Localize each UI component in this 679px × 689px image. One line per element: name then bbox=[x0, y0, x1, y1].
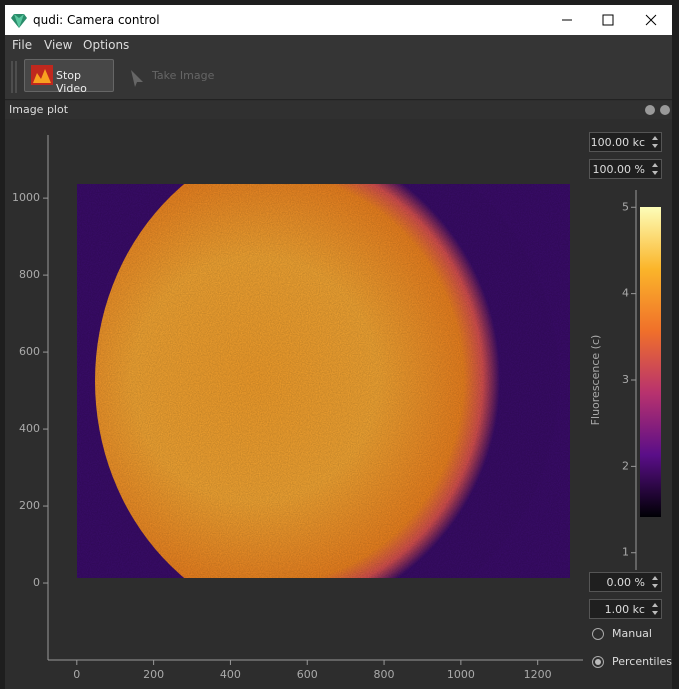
colorbar-tick-label: 2 bbox=[622, 459, 629, 472]
dock-label: Image plot bbox=[9, 103, 69, 116]
float-button[interactable] bbox=[645, 105, 655, 115]
y-tick-label: 400 bbox=[19, 422, 40, 435]
radio-dot bbox=[592, 628, 604, 640]
spinbox-value: 100.00 kc bbox=[590, 136, 645, 149]
spinbox-value: 1.00 kc bbox=[604, 603, 645, 616]
toolbar: Stop Video Take Image bbox=[5, 55, 672, 100]
colorbar-tick-label: 4 bbox=[622, 287, 629, 300]
radio-dot bbox=[592, 656, 604, 668]
window-title: qudi: Camera control bbox=[33, 13, 160, 27]
app-icon-facet bbox=[14, 14, 24, 28]
close[interactable] bbox=[645, 14, 657, 26]
y-tick-label: 800 bbox=[19, 268, 40, 281]
title-bar: qudi: Camera control bbox=[5, 5, 672, 35]
x-tick-label: 0 bbox=[73, 668, 80, 681]
x-tick-label: 800 bbox=[374, 668, 395, 681]
window: qudi: Camera control File View Options S… bbox=[5, 5, 672, 689]
y-tick-label: 1000 bbox=[12, 191, 40, 204]
button-label: Stop Video bbox=[56, 69, 87, 95]
colorbar-tick-label: 3 bbox=[622, 373, 629, 386]
x-tick-label: 600 bbox=[297, 668, 318, 681]
video-icon bbox=[31, 65, 53, 85]
x-tick-label: 1000 bbox=[447, 668, 475, 681]
spinbox[interactable]: 100.00 % bbox=[589, 159, 662, 179]
menu-item[interactable]: Options bbox=[83, 38, 130, 52]
radio-label: Percentiles bbox=[612, 655, 673, 668]
image bbox=[77, 184, 570, 578]
spinbox-value: 0.00 % bbox=[606, 576, 645, 589]
toolbar-handle bbox=[11, 61, 17, 93]
maximize[interactable] bbox=[602, 14, 614, 26]
y-tick-label: 200 bbox=[19, 499, 40, 512]
spinbox-value: 100.00 % bbox=[592, 163, 645, 176]
colorbar-tick-label: 1 bbox=[622, 546, 629, 559]
x-tick-label: 200 bbox=[143, 668, 164, 681]
colorbar-label: Fluorescence (c) bbox=[589, 335, 602, 426]
stop-video-button[interactable]: Stop Video bbox=[24, 59, 114, 95]
colorbar bbox=[640, 207, 661, 517]
dock-title: Image plot bbox=[5, 101, 672, 119]
take-image-icon bbox=[131, 70, 143, 87]
spinbox[interactable]: 0.00 % bbox=[589, 572, 662, 592]
title-icons bbox=[11, 14, 657, 28]
spinbox[interactable]: 100.00 kc bbox=[589, 132, 662, 152]
menu-item[interactable]: View bbox=[44, 38, 73, 52]
dock-buttons bbox=[645, 105, 670, 115]
x-tick-label: 1200 bbox=[524, 668, 552, 681]
colorbar-tick-label: 5 bbox=[622, 200, 629, 213]
menu-item[interactable]: File bbox=[12, 38, 33, 52]
menu-bar: File View Options bbox=[5, 35, 672, 55]
radio[interactable]: Percentiles bbox=[592, 655, 672, 668]
radio-label: Manual bbox=[612, 627, 652, 640]
y-tick-label: 0 bbox=[33, 576, 40, 589]
x-tick-label: 400 bbox=[220, 668, 241, 681]
close-button[interactable] bbox=[660, 105, 670, 115]
radio[interactable]: Manual bbox=[592, 627, 652, 640]
y-tick-label: 600 bbox=[19, 345, 40, 358]
spinbox[interactable]: 1.00 kc bbox=[589, 599, 662, 619]
take-image-button[interactable]: Take Image bbox=[152, 69, 215, 82]
